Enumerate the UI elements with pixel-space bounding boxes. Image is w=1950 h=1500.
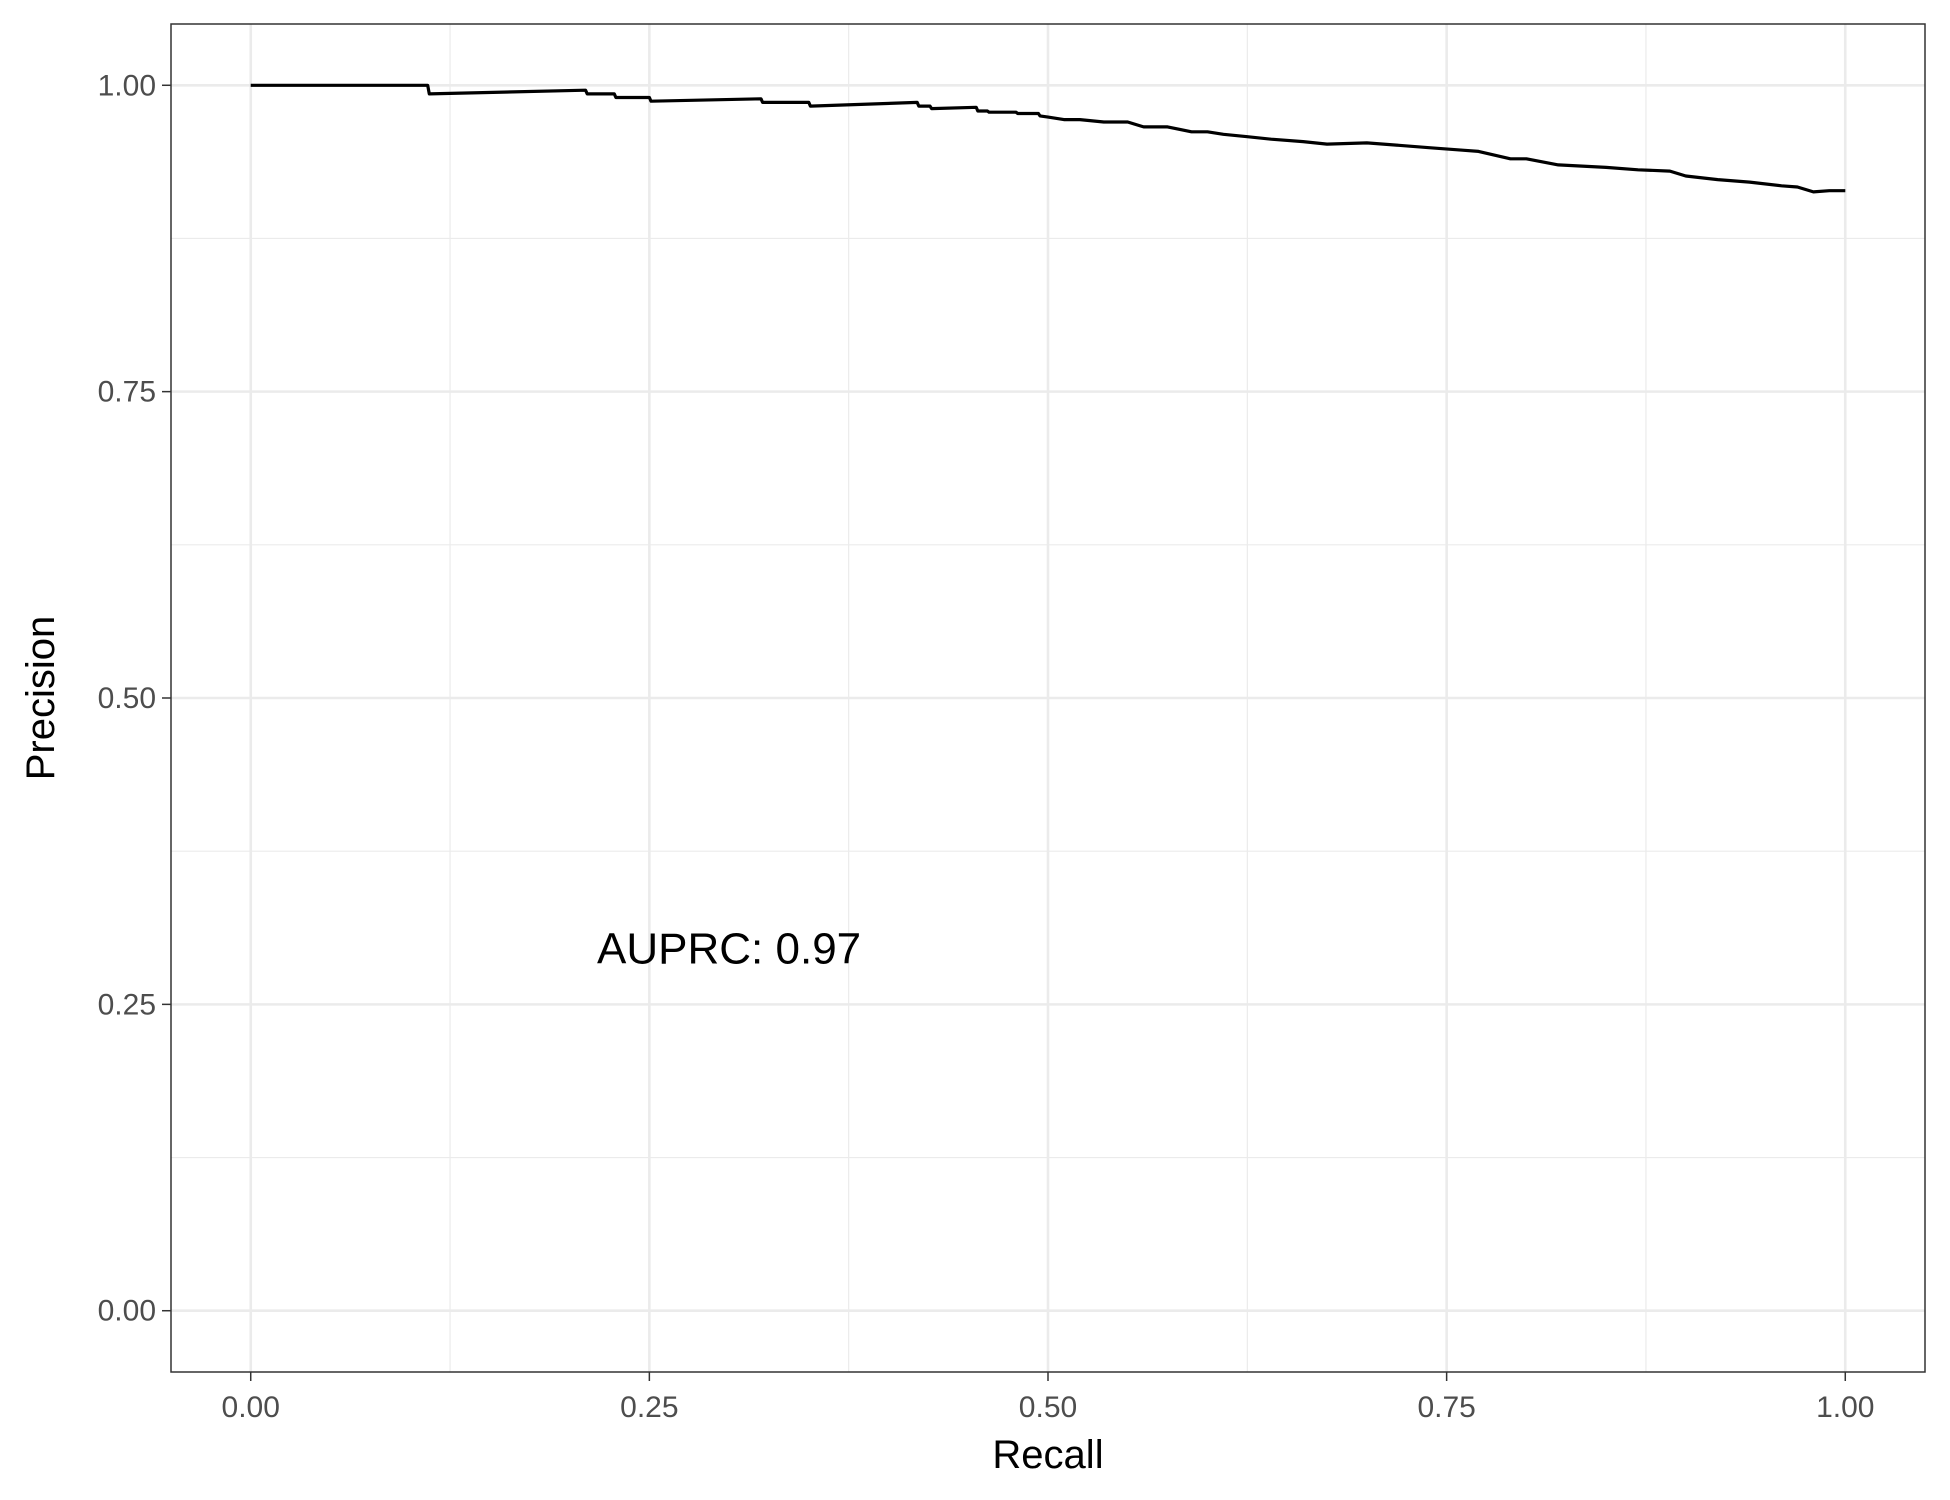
x-axis-ticks: 0.00 0.25 0.50 0.75 1.00 <box>222 1372 1874 1424</box>
x-tick-label: 0.75 <box>1417 1391 1475 1424</box>
y-tick-label: 0.50 <box>98 682 156 715</box>
pr-curve-line-0 <box>250 83 1846 194</box>
y-tick-label: 0.00 <box>98 1295 156 1328</box>
x-tick-label: 0.50 <box>1019 1391 1077 1424</box>
x-axis-title: Recall <box>992 1433 1103 1477</box>
x-tick-label: 1.00 <box>1816 1391 1874 1424</box>
y-axis-title: Precision <box>19 616 63 781</box>
series-layer <box>250 83 1846 194</box>
y-tick-label: 0.25 <box>98 988 156 1021</box>
x-tick-label: 0.25 <box>620 1391 678 1424</box>
y-tick-label: 0.75 <box>98 376 156 409</box>
x-tick-label: 0.00 <box>222 1391 280 1424</box>
y-tick-label: 1.00 <box>98 69 156 102</box>
y-axis-ticks: 0.00 0.25 0.50 0.75 1.00 <box>98 69 171 1328</box>
major-gridlines <box>171 24 1925 1372</box>
auprc-annotation: AUPRC: 0.97 <box>597 925 861 974</box>
